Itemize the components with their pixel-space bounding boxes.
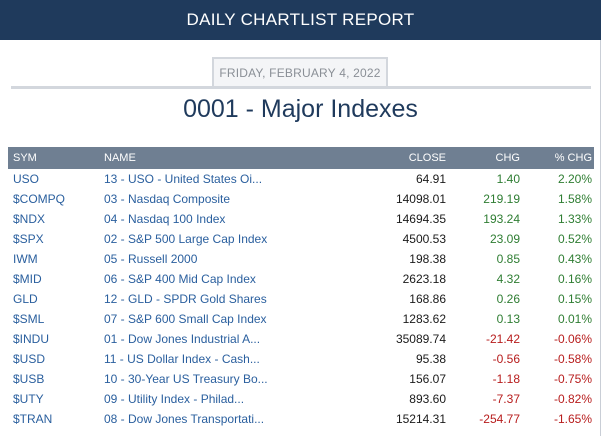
chart-name-link[interactable]: 01 - Dow Jones Industrial A... (104, 332, 261, 346)
table-row[interactable]: $COMPQ 03 - Nasdaq Composite 14098.01 219.1… (8, 189, 594, 209)
chartlist-table: SYM NAME CLOSE CHG % CHG USO 13 - USO - U… (8, 147, 594, 429)
table-row[interactable]: $SPX 02 - S&P 500 Large Cap Index 4500.53 2… (8, 229, 594, 249)
report-header-title: DAILY CHARTLIST REPORT (186, 10, 415, 29)
table-row[interactable]: $USB 10 - 30-Year US Treasury Bo... 156.07… (8, 369, 594, 389)
close-value: 64.91 (415, 172, 446, 186)
pct-change-value: -0.58% (553, 352, 592, 366)
close-value: 14694.35 (395, 212, 446, 226)
report-header-bar: DAILY CHARTLIST REPORT (0, 0, 601, 40)
chart-name-link[interactable]: 13 - USO - United States Oi... (104, 172, 263, 186)
change-value: 4.32 (496, 272, 520, 286)
column-header-sym[interactable]: SYM (13, 152, 37, 164)
table-row[interactable]: $UTY 09 - Utility Index - Philad... 893.60… (8, 389, 594, 409)
symbol-link[interactable]: USO (13, 172, 40, 186)
close-value: 893.60 (409, 392, 446, 406)
change-value: 219.19 (483, 192, 520, 206)
change-value: -0.56 (492, 352, 520, 366)
pct-change-value: 1.33% (557, 212, 592, 226)
table-row[interactable]: IWM 05 - Russell 2000 198.38 0.85 0.43% (8, 249, 594, 269)
symbol-link[interactable]: $USD (13, 352, 46, 366)
chart-name-link[interactable]: 08 - Dow Jones Transportati... (104, 412, 265, 426)
symbol-link[interactable]: $COMPQ (13, 192, 66, 206)
chart-name-link[interactable]: 07 - S&P 600 Small Cap Index (104, 312, 267, 326)
close-value: 2623.18 (402, 272, 446, 286)
close-value: 156.07 (409, 372, 446, 386)
change-value: 0.85 (496, 252, 520, 266)
chart-name-link[interactable]: 05 - Russell 2000 (104, 252, 198, 266)
change-value: 23.09 (489, 232, 520, 246)
report-date: FRIDAY, FEBRUARY 4, 2022 (219, 65, 381, 80)
symbol-link[interactable]: $UTY (13, 392, 44, 406)
chart-name-link[interactable]: 12 - GLD - SPDR Gold Shares (104, 292, 267, 306)
close-value: 1283.62 (402, 312, 446, 326)
pct-change-value: -0.75% (553, 372, 592, 386)
change-value: -21.42 (485, 332, 520, 346)
date-divider (11, 86, 591, 89)
pct-change-value: 0.43% (557, 252, 592, 266)
close-value: 14098.01 (395, 192, 446, 206)
table-row[interactable]: $MID 06 - S&P 400 Mid Cap Index 2623.18 4.3… (8, 269, 594, 289)
chart-name-link[interactable]: 06 - S&P 400 Mid Cap Index (104, 272, 256, 286)
chartlist-title: 0001 - Major Indexes (183, 95, 418, 123)
change-value: 0.13 (496, 312, 520, 326)
symbol-link[interactable]: IWM (13, 252, 38, 266)
chart-name-link[interactable]: 04 - Nasdaq 100 Index (104, 212, 226, 226)
chart-name-link[interactable]: 03 - Nasdaq Composite (104, 192, 231, 206)
chart-name-link[interactable]: 09 - Utility Index - Philad... (104, 392, 245, 406)
change-value: -7.37 (492, 392, 520, 406)
close-value: 15214.31 (395, 412, 446, 426)
pct-change-value: -0.82% (553, 392, 592, 406)
change-value: -254.77 (479, 412, 520, 426)
column-header-chg[interactable]: CHG (495, 152, 520, 164)
symbol-link[interactable]: $SPX (13, 232, 44, 246)
close-value: 95.38 (415, 352, 446, 366)
table-body: USO 13 - USO - United States Oi... 64.91 1.… (8, 169, 594, 429)
column-header-pct-chg[interactable]: % CHG (554, 152, 592, 164)
table-row[interactable]: $TRAN 08 - Dow Jones Transportati... 15214… (8, 409, 594, 429)
column-header-close[interactable]: CLOSE (408, 152, 446, 164)
close-value: 168.86 (409, 292, 446, 306)
table-row[interactable]: $USD 11 - US Dollar Index - Cash... 95.38 -… (8, 349, 594, 369)
chart-name-link[interactable]: 02 - S&P 500 Large Cap Index (104, 232, 268, 246)
pct-change-value: 0.01% (557, 312, 592, 326)
table-row[interactable]: $INDU 01 - Dow Jones Industrial A... 35089… (8, 329, 594, 349)
close-value: 198.38 (409, 252, 446, 266)
symbol-link[interactable]: GLD (13, 292, 38, 306)
symbol-link[interactable]: $INDU (13, 332, 50, 346)
chart-name-link[interactable]: 11 - US Dollar Index - Cash... (104, 352, 260, 366)
pct-change-value: 0.16% (557, 272, 592, 286)
symbol-link[interactable]: $MID (13, 272, 42, 286)
pct-change-value: 2.20% (557, 172, 592, 186)
symbol-link[interactable]: $NDX (13, 212, 46, 226)
change-value: 0.26 (496, 292, 520, 306)
table-header: SYM NAME CLOSE CHG % CHG (8, 147, 594, 169)
report-date-box: FRIDAY, FEBRUARY 4, 2022 (212, 57, 388, 86)
change-value: 193.24 (483, 212, 520, 226)
pct-change-value: 1.58% (557, 192, 592, 206)
change-value: 1.40 (496, 172, 520, 186)
chart-name-link[interactable]: 10 - 30-Year US Treasury Bo... (104, 372, 268, 386)
symbol-link[interactable]: $SML (13, 312, 45, 326)
table-row[interactable]: $SML 07 - S&P 600 Small Cap Index 1283.62 0… (8, 309, 594, 329)
close-value: 4500.53 (402, 232, 446, 246)
table-row[interactable]: $NDX 04 - Nasdaq 100 Index 14694.35 193.24 1… (8, 209, 594, 229)
symbol-link[interactable]: $USB (13, 372, 45, 386)
table-row[interactable]: USO 13 - USO - United States Oi... 64.91 1.… (8, 169, 594, 189)
column-header-name[interactable]: NAME (104, 152, 136, 164)
symbol-link[interactable]: $TRAN (13, 412, 53, 426)
pct-change-value: 0.52% (557, 232, 592, 246)
pct-change-value: -0.06% (553, 332, 592, 346)
table-row[interactable]: GLD 12 - GLD - SPDR Gold Shares 168.86 0.26… (8, 289, 594, 309)
pct-change-value: 0.15% (557, 292, 592, 306)
close-value: 35089.74 (395, 332, 446, 346)
change-value: -1.18 (492, 372, 520, 386)
pct-change-value: -1.65% (553, 412, 592, 426)
